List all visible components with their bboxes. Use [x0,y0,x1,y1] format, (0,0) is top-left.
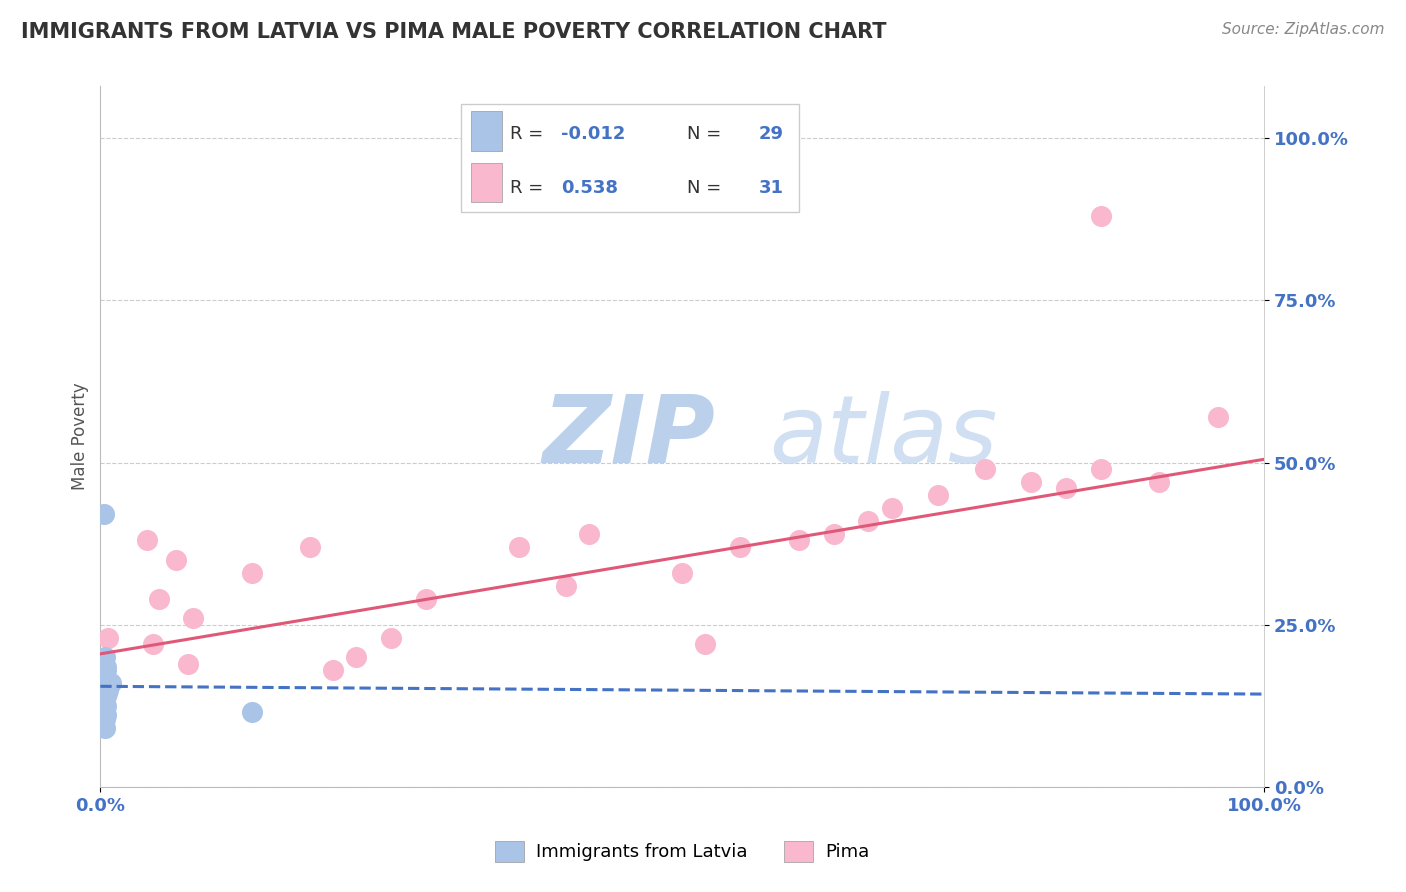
Point [671,566,693,580]
Point [94,666,117,681]
Point [1206,410,1229,425]
Point [823,527,845,541]
Text: -0.012: -0.012 [561,125,626,143]
Point [415,591,437,606]
Point [94,692,117,706]
Point [93,696,115,710]
Point [1090,209,1112,223]
Text: N =: N = [688,125,727,143]
Point [183,611,205,625]
Text: 29: 29 [758,125,783,143]
Point [94,705,117,719]
Point [97,682,120,697]
Point [1021,475,1043,489]
Legend: Immigrants from Latvia, Pima: Immigrants from Latvia, Pima [488,833,877,869]
Text: N =: N = [688,179,727,197]
Point [240,566,263,580]
Point [93,714,115,729]
Point [730,540,752,554]
Text: ZIP: ZIP [543,391,716,483]
Text: IMMIGRANTS FROM LATVIA VS PIMA MALE POVERTY CORRELATION CHART: IMMIGRANTS FROM LATVIA VS PIMA MALE POVE… [21,22,887,42]
Point [93,686,115,700]
Point [100,676,122,690]
Point [96,689,118,703]
Point [97,679,120,693]
Text: Source: ZipAtlas.com: Source: ZipAtlas.com [1222,22,1385,37]
Text: atlas: atlas [769,391,998,482]
Point [96,663,118,677]
Point [96,698,118,713]
Point [671,131,693,145]
Point [554,579,576,593]
Point [96,660,118,674]
Point [322,663,344,677]
Point [135,533,157,548]
Point [96,673,118,687]
Point [93,718,115,732]
Y-axis label: Male Poverty: Male Poverty [72,383,89,491]
Point [344,650,367,665]
Point [94,666,117,681]
Point [380,631,402,645]
Point [94,712,117,726]
Text: R =: R = [510,179,550,197]
Point [176,657,198,671]
Point [880,500,903,515]
Point [93,682,115,697]
Point [93,712,115,726]
Point [973,462,995,476]
Point [94,650,117,665]
Point [858,514,880,528]
Point [94,698,117,713]
Point [927,488,949,502]
Point [94,692,117,706]
Point [93,508,115,522]
Point [787,533,810,548]
Point [240,705,263,719]
Point [508,540,530,554]
Point [1149,475,1171,489]
Point [165,553,187,567]
Point [298,540,321,554]
Point [94,722,117,736]
Point [97,631,120,645]
Text: 0.538: 0.538 [561,179,619,197]
Point [1090,462,1112,476]
Point [96,686,118,700]
Text: R =: R = [510,125,550,143]
Point [1054,482,1077,496]
Point [96,708,118,723]
Point [578,527,600,541]
Point [695,637,717,651]
Point [93,702,115,716]
Point [142,637,165,651]
Text: 31: 31 [758,179,783,197]
Point [94,679,117,693]
Point [148,591,170,606]
